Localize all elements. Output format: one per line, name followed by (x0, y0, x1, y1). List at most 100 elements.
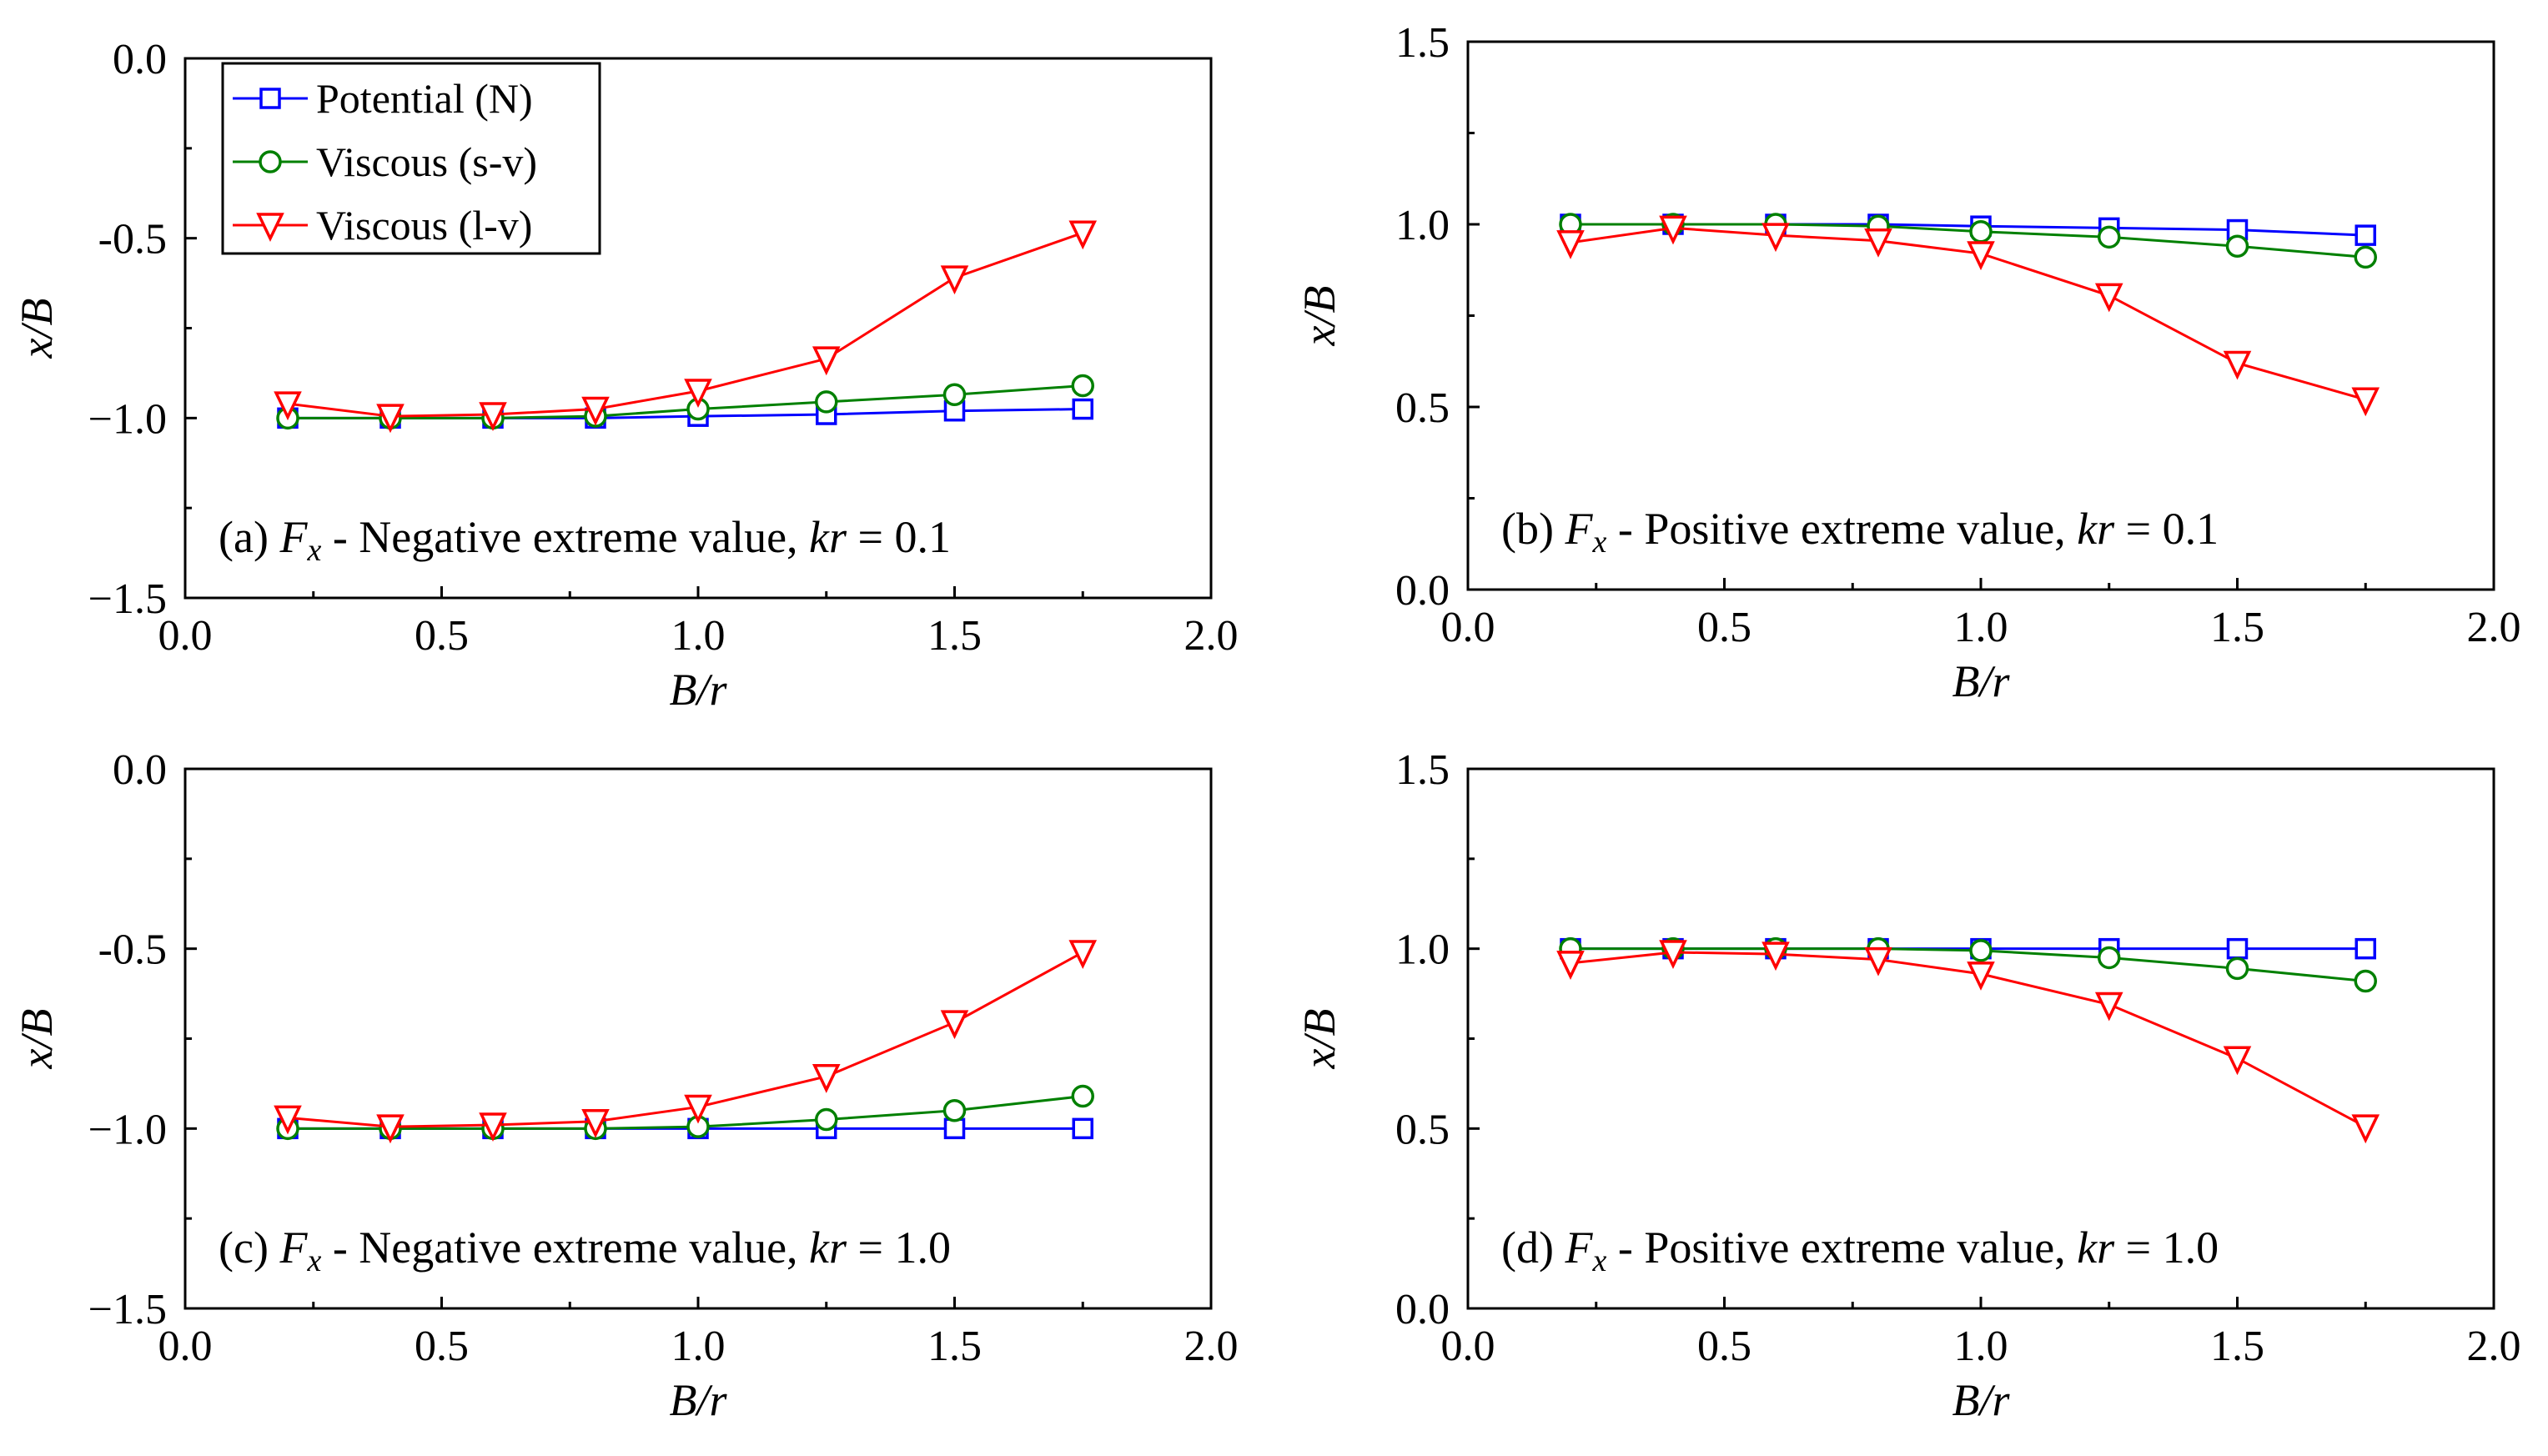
x-axis-title: B/r (1952, 1375, 2010, 1425)
data-point (2225, 234, 2249, 259)
data-point (1969, 220, 1993, 244)
data-point (2225, 956, 2249, 981)
annotation-symbol: F (279, 512, 308, 562)
series-viscous-l-v (274, 220, 1098, 434)
series-viscous-l-v (274, 940, 1098, 1144)
data-point (1072, 398, 1093, 420)
legend-label: Viscous (s-v) (316, 138, 537, 185)
annotation-symbol: F (1564, 504, 1593, 554)
legend-marker (259, 150, 282, 173)
data-point (1071, 374, 1094, 398)
series-line (287, 951, 1083, 1128)
y-tick-label: 1.5 (1395, 19, 1450, 67)
data-point (2098, 946, 2121, 970)
annotation-suffix: = 1.0 (847, 1223, 951, 1273)
panel-c: 0.0 0.5 1.0 1.5 2.0 −1.5 −1.0 -0.5 0.0 B/r x/B (c) … (12, 746, 1239, 1425)
x-tick-label: 0.5 (415, 612, 469, 660)
data-point (684, 1094, 712, 1124)
panel-annotation: (d) Fx - Positive extreme value, kr = 1.… (1501, 1223, 2219, 1278)
annotation-param: kr (2077, 1223, 2115, 1273)
annotation-prefix: (b) (1501, 504, 1565, 554)
annotation-middle: - Negative extreme value, (321, 512, 809, 562)
series-line (1571, 947, 2366, 982)
data-point (376, 1114, 405, 1144)
annotation-sub: x (1591, 525, 1606, 560)
y-tick-label: 1.5 (1395, 746, 1450, 794)
x-tick-label: 2.0 (1184, 1323, 1239, 1370)
data-point (581, 396, 610, 426)
y-axis-title: x/B (1294, 1009, 1344, 1070)
annotation-middle: - Positive extreme value, (1606, 1223, 2077, 1273)
data-point (1556, 951, 1585, 980)
data-point (2226, 937, 2249, 960)
x-tick-label: 0.0 (158, 612, 213, 660)
series-line (287, 231, 1083, 418)
data-point (2355, 224, 2376, 246)
annotation-middle: - Positive extreme value, (1606, 504, 2077, 554)
x-tick-label: 1.5 (927, 612, 982, 660)
x-tick-label: 2.0 (2467, 604, 2521, 651)
x-axis-title: B/r (1952, 656, 2010, 706)
data-point (1967, 241, 1995, 271)
annotation-prefix: (a) (219, 512, 279, 562)
y-tick-label: −1.0 (88, 1106, 167, 1153)
y-tick-label: −1.5 (88, 575, 167, 623)
data-point (2223, 1046, 2252, 1076)
y-tick-label: −1.5 (88, 1286, 167, 1333)
data-point (1969, 939, 1993, 962)
data-point (376, 404, 405, 434)
legend-box (221, 62, 601, 255)
panel-a: 0.0 0.5 1.0 1.5 2.0 −1.5 −1.0 -0.5 0.0 B/r x/B (a) … (12, 36, 1239, 715)
x-tick-label: 1.5 (927, 1323, 982, 1370)
data-point (942, 383, 967, 407)
legend-marker (256, 213, 284, 243)
x-tick-label: 0.0 (1441, 604, 1495, 651)
x-tick-label: 0.0 (158, 1323, 213, 1370)
series-viscous-l-v (1556, 215, 2380, 417)
annotation-symbol: F (1564, 1223, 1593, 1273)
annotation-sub: x (1591, 1243, 1606, 1278)
series-viscous-l-v (1556, 940, 2380, 1144)
data-point (1761, 941, 1790, 972)
data-point (2094, 283, 2123, 313)
y-tick-label: 0.5 (1395, 1106, 1450, 1153)
data-point (684, 379, 712, 409)
data-point (812, 346, 841, 376)
annotation-suffix: = 0.1 (2114, 504, 2219, 554)
annotation-param: kr (809, 1223, 847, 1273)
series-viscous-s-v (276, 1084, 1094, 1141)
data-point (2098, 225, 2121, 249)
y-tick-label: 0.5 (1395, 384, 1450, 432)
legend: Potential (N) Viscous (s-v) Viscous (l-v) (221, 62, 601, 255)
y-axis-title: x/B (12, 299, 62, 359)
legend-entry: Viscous (l-v) (233, 202, 532, 249)
y-tick-label: 0.0 (113, 36, 167, 83)
data-point (1761, 223, 1790, 253)
panel-annotation: (b) Fx - Positive extreme value, kr = 0.… (1501, 504, 2219, 560)
x-tick-label: 1.0 (671, 1323, 726, 1370)
legend-entry: Viscous (s-v) (233, 138, 537, 185)
x-tick-label: 1.0 (671, 612, 726, 660)
legend-label: Potential (N) (316, 75, 533, 122)
annotation-suffix: = 0.1 (847, 512, 951, 562)
data-point (1068, 940, 1098, 970)
data-point (2223, 350, 2252, 380)
series-line (288, 384, 1083, 419)
series-line (288, 1095, 1083, 1130)
y-tick-label: 0.0 (1395, 567, 1450, 615)
data-point (943, 1117, 966, 1140)
series-line (1571, 223, 2366, 259)
data-point (2094, 992, 2123, 1022)
y-tick-label: 1.0 (1395, 926, 1450, 974)
annotation-middle: - Negative extreme value, (321, 1223, 809, 1273)
y-axis-title: x/B (1294, 286, 1344, 347)
y-tick-label: 0.0 (1395, 1286, 1450, 1333)
y-tick-label: -0.5 (98, 926, 167, 974)
x-tick-label: 0.5 (1697, 1323, 1751, 1370)
legend-label: Viscous (l-v) (316, 202, 532, 249)
x-tick-label: 1.5 (2210, 1323, 2264, 1370)
x-tick-label: 0.5 (1697, 604, 1751, 651)
annotation-prefix: (d) (1501, 1223, 1565, 1273)
legend-marker (259, 88, 281, 109)
x-axis-title: B/r (669, 665, 727, 715)
